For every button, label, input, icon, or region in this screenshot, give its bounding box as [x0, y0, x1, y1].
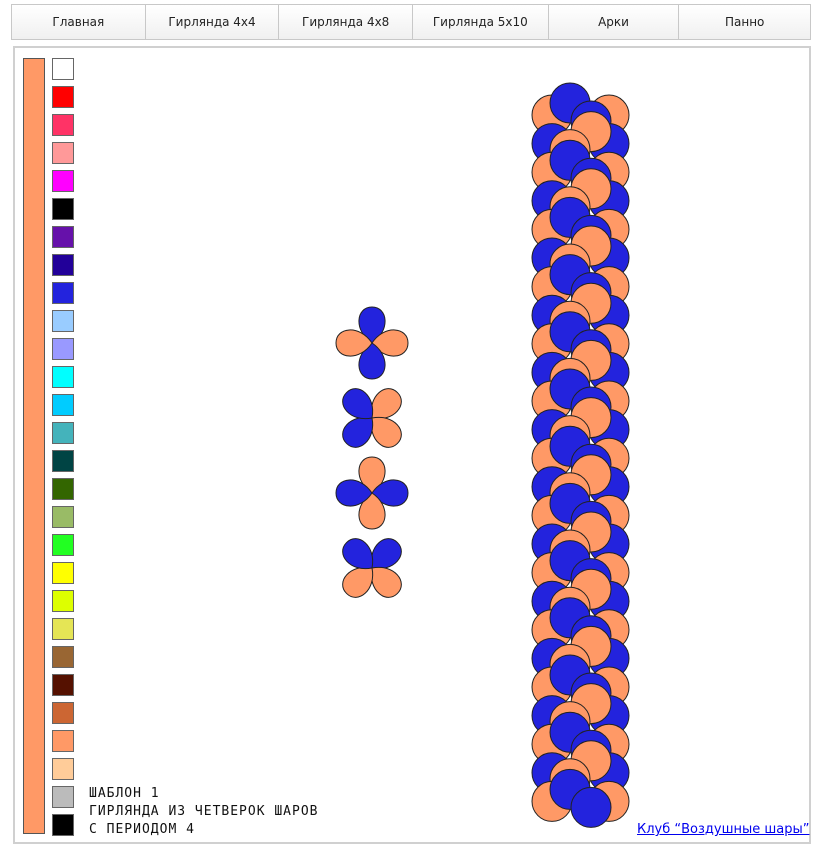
color-swatch[interactable] — [52, 254, 74, 276]
balloon[interactable] — [363, 409, 407, 453]
caption-line-3: С ПЕРИОДОМ 4 — [89, 822, 195, 837]
caption-line-1: ШАБЛОН 1 — [89, 786, 160, 801]
balloon[interactable] — [337, 559, 381, 603]
balloon[interactable] — [358, 306, 386, 344]
color-swatch[interactable] — [52, 142, 74, 164]
color-swatch[interactable] — [52, 618, 74, 640]
balloon[interactable] — [337, 409, 381, 453]
balloon[interactable] — [358, 492, 386, 530]
nav-garland-5x10[interactable]: Гирлянда 5x10 — [413, 5, 549, 39]
color-swatch[interactable] — [52, 450, 74, 472]
color-swatch[interactable] — [52, 58, 74, 80]
balloon-quad[interactable] — [335, 306, 409, 380]
quad-patterns — [335, 306, 409, 602]
balloon[interactable] — [335, 329, 373, 357]
balloon[interactable] — [371, 479, 409, 507]
color-swatch[interactable] — [52, 506, 74, 528]
color-swatch[interactable] — [52, 702, 74, 724]
balloon[interactable] — [363, 383, 407, 427]
balloon[interactable] — [570, 786, 612, 828]
color-swatch[interactable] — [52, 562, 74, 584]
balloon-quad[interactable] — [337, 533, 406, 602]
balloon[interactable] — [363, 533, 407, 577]
caption-line-2: ГИРЛЯНДА ИЗ ЧЕТВЕРОК ШАРОВ — [89, 804, 319, 819]
color-swatch[interactable] — [52, 478, 74, 500]
color-swatch[interactable] — [52, 394, 74, 416]
balloon[interactable] — [335, 479, 373, 507]
club-link[interactable]: Клуб “Воздушные шары” — [637, 822, 810, 837]
top-nav: Главная Гирлянда 4x4 Гирлянда 4x8 Гирлян… — [11, 4, 811, 40]
balloon-quad[interactable] — [337, 383, 406, 452]
balloon[interactable] — [358, 342, 386, 380]
balloon[interactable] — [358, 456, 386, 494]
balloon[interactable] — [363, 559, 407, 603]
nav-panels[interactable]: Панно — [679, 5, 811, 39]
color-swatch[interactable] — [52, 646, 74, 668]
color-swatch[interactable] — [52, 758, 74, 780]
color-swatch[interactable] — [52, 422, 74, 444]
color-swatch[interactable] — [52, 86, 74, 108]
color-swatch[interactable] — [52, 786, 74, 808]
color-swatch[interactable] — [52, 282, 74, 304]
color-swatch[interactable] — [52, 170, 74, 192]
nav-home[interactable]: Главная — [12, 5, 146, 39]
color-swatch[interactable] — [52, 310, 74, 332]
color-swatch[interactable] — [52, 590, 74, 612]
color-swatch[interactable] — [52, 814, 74, 836]
template-caption: ШАБЛОН 1 ГИРЛЯНДА ИЗ ЧЕТВЕРОК ШАРОВ С ПЕ… — [89, 785, 319, 839]
color-swatch[interactable] — [52, 534, 74, 556]
balloon-canvas[interactable] — [15, 48, 809, 842]
color-swatch[interactable] — [52, 198, 74, 220]
color-swatch[interactable] — [52, 730, 74, 752]
balloon[interactable] — [337, 383, 381, 427]
color-swatch[interactable] — [52, 114, 74, 136]
balloon[interactable] — [337, 533, 381, 577]
nav-garland-4x4[interactable]: Гирлянда 4x4 — [145, 5, 280, 39]
balloon-quad[interactable] — [335, 456, 409, 530]
color-palette — [52, 58, 76, 842]
balloon[interactable] — [371, 329, 409, 357]
editor-panel: ШАБЛОН 1 ГИРЛЯНДА ИЗ ЧЕТВЕРОК ШАРОВ С ПЕ… — [13, 46, 811, 844]
color-swatch[interactable] — [52, 674, 74, 696]
color-swatch[interactable] — [52, 366, 74, 388]
nav-arches[interactable]: Арки — [548, 5, 680, 39]
nav-garland-4x8[interactable]: Гирлянда 4x8 — [279, 5, 414, 39]
color-swatch[interactable] — [52, 338, 74, 360]
garland-column — [531, 82, 630, 828]
current-color-bar — [23, 58, 45, 834]
color-swatch[interactable] — [52, 226, 74, 248]
